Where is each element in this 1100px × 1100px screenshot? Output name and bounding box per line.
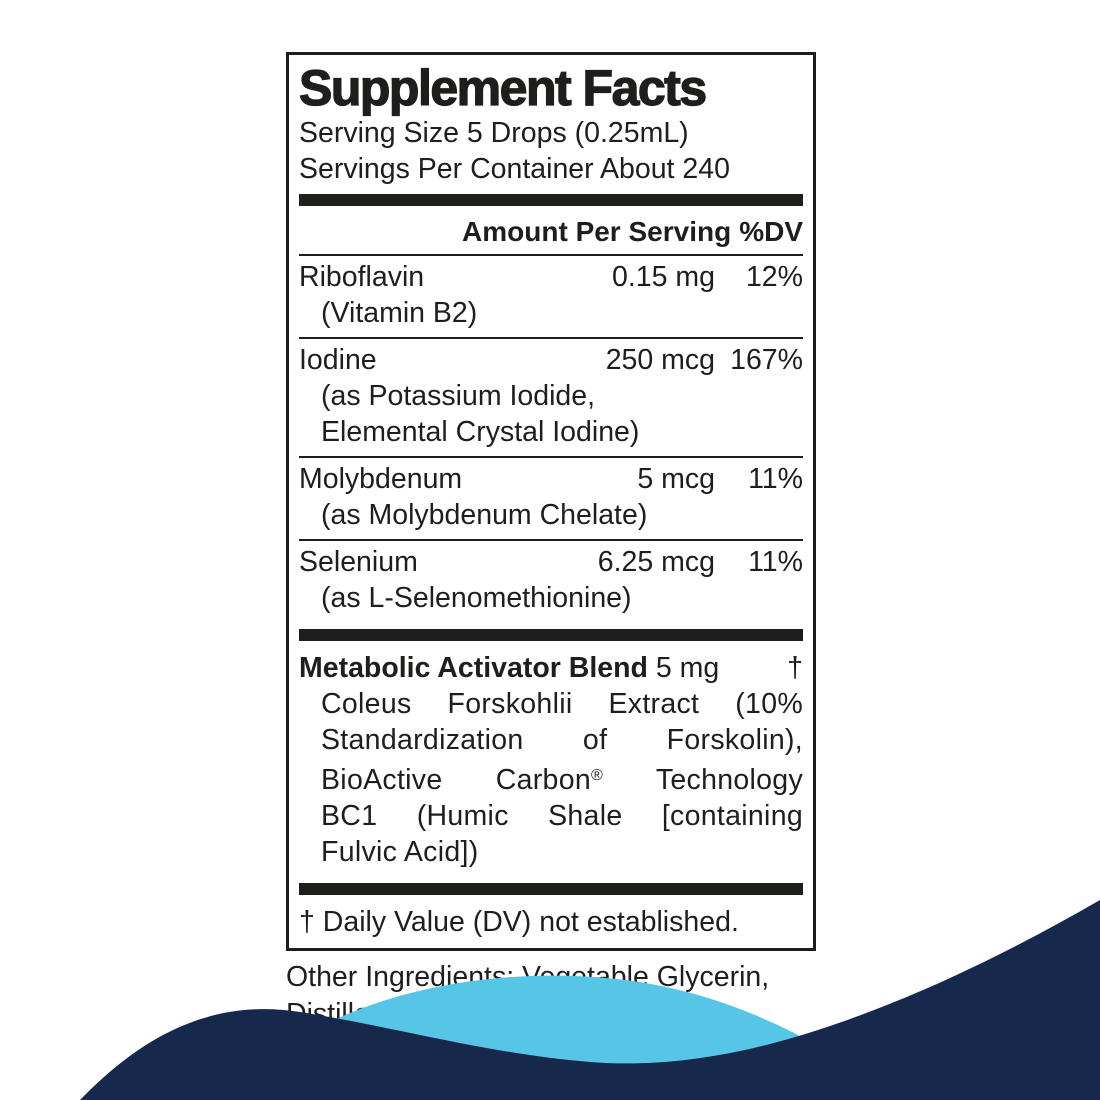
label-panel: Supplement Facts Serving Size 5 Drops (0…	[286, 52, 816, 1033]
facts-title: Supplement Facts	[298, 60, 707, 116]
dv-footnote: † Daily Value (DV) not established.	[299, 906, 739, 938]
nutrient-dv: 11%	[748, 546, 803, 578]
nutrient-row-riboflavin: Riboflavin 0.15 mg 12% (Vitamin B2)	[299, 256, 803, 337]
divider-thin	[299, 337, 803, 339]
nutrient-row-iodine: Iodine 250 mcg 167% (as Potassium Iodide…	[299, 339, 803, 456]
blend-desc-line: Coleus Forskohlii Extract (10%	[321, 688, 803, 720]
nutrient-dv: 12%	[745, 261, 803, 293]
serving-size: Serving Size 5 Drops (0.25mL)	[299, 117, 689, 149]
supplement-facts-box: Supplement Facts Serving Size 5 Drops (0…	[286, 52, 816, 951]
nutrient-dv: 167%	[730, 344, 803, 376]
blend-description: Coleus Forskohlii Extract (10% Standardi…	[321, 686, 803, 870]
nutrient-amount: 0.15 mg	[612, 261, 715, 293]
blend-amount: 5 mg	[655, 652, 720, 684]
percent-dv-header: %DV	[739, 216, 803, 247]
nutrient-row-selenium: Selenium 6.25 mcg 11% (as L-Selenomethio…	[299, 541, 803, 622]
blend-desc-line: BioActive Carbon® Technology	[321, 764, 804, 796]
blend-section: Metabolic Activator Blend 5 mg † Coleus …	[299, 648, 803, 876]
nutrient-name: Iodine	[299, 344, 377, 376]
decorative-waves	[80, 900, 1100, 1100]
divider-thin	[299, 254, 803, 256]
column-header: Amount Per Serving %DV	[299, 213, 803, 254]
blend-desc-line: BC1 (Humic Shale [containing	[321, 800, 803, 832]
amount-per-serving-header: Amount Per Serving	[462, 216, 732, 247]
nutrient-amount: 6.25 mcg	[597, 546, 715, 578]
nutrient-name: Molybdenum	[299, 463, 463, 495]
nutrient-detail: (as L-Selenomethionine)	[321, 582, 632, 614]
divider-thin	[299, 539, 803, 541]
blend-name: Metabolic Activator Blend	[299, 652, 648, 684]
nutrient-detail: (Vitamin B2)	[321, 297, 478, 329]
nutrient-detail: (as Potassium Iodide, Elemental Crystal …	[321, 380, 640, 448]
servings-per-container: Servings Per Container About 240	[299, 153, 730, 185]
divider-thick	[299, 883, 803, 895]
nutrient-name: Riboflavin	[299, 261, 425, 293]
blend-desc-line: Standardization of Forskolin),	[321, 724, 803, 756]
nutrient-dv: 11%	[748, 463, 803, 495]
nutrient-detail: (as Molybdenum Chelate)	[321, 499, 648, 531]
divider-thick	[299, 629, 803, 641]
blend-desc-line: Fulvic Acid])	[321, 836, 479, 868]
nutrient-amount: 250 mcg	[605, 344, 715, 376]
nutrient-name: Selenium	[299, 546, 418, 578]
nutrient-row-molybdenum: Molybdenum 5 mcg 11% (as Molybdenum Chel…	[299, 458, 803, 539]
nutrient-amount: 5 mcg	[637, 463, 715, 495]
divider-thick	[299, 194, 803, 206]
navy-wave	[80, 900, 1100, 1100]
divider-thin	[299, 456, 803, 458]
blend-dv-dagger: †	[787, 652, 803, 684]
registered-trademark-icon: ®	[591, 767, 604, 784]
